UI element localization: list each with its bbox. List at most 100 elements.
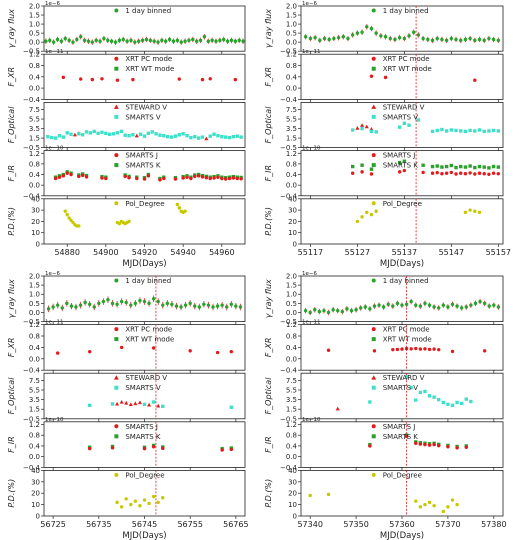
y-axis-label: P.D.(%) <box>7 479 16 508</box>
y-tick-label: 10 <box>288 501 297 509</box>
data-point <box>459 401 464 406</box>
data-point <box>432 305 436 309</box>
data-point <box>127 219 131 224</box>
legend-marker <box>371 385 376 390</box>
chart-3: −0.50.00.51.01.52.0 1e−6γ_ray flux 1 day b… <box>7 271 249 540</box>
exponent-label: 1e−11 <box>45 49 64 55</box>
data-point <box>124 300 128 305</box>
data-point <box>138 298 142 303</box>
data-point <box>432 504 436 508</box>
data-point <box>355 219 360 224</box>
data-point <box>117 221 122 226</box>
data-point <box>446 505 450 509</box>
y-tick-label: 5.5 <box>29 387 40 395</box>
y-tick-label: 1.0 <box>29 291 40 299</box>
y-tick-label: 10 <box>288 229 297 237</box>
y-tick-label: 1.2 <box>286 321 297 329</box>
data-point <box>55 37 60 42</box>
data-point <box>326 310 331 315</box>
data-point <box>82 38 87 43</box>
data-point <box>147 501 151 506</box>
data-point <box>435 36 439 41</box>
data-point <box>322 36 327 41</box>
data-point <box>216 175 220 179</box>
data-point <box>229 38 234 43</box>
data-point <box>418 304 423 308</box>
data-point <box>175 38 180 43</box>
y-tick-label: −0.5 <box>280 144 297 152</box>
series-1 <box>56 345 233 355</box>
data-point <box>202 35 207 39</box>
data-point <box>46 134 50 139</box>
data-point <box>455 446 459 450</box>
y-tick-label: 0.8 <box>286 160 297 168</box>
y-tick-label: 3.5 <box>286 396 297 404</box>
data-point <box>115 131 120 135</box>
exponent-label: 1e−10 <box>302 146 321 152</box>
legend-marker <box>371 424 376 429</box>
data-point <box>473 172 477 176</box>
legend-label: STEWARD V <box>383 103 425 111</box>
data-point <box>487 304 491 308</box>
data-point <box>183 303 188 307</box>
data-point <box>72 132 77 137</box>
data-point <box>96 131 100 136</box>
data-point <box>335 406 340 411</box>
y-tick-label: 1.2 <box>29 421 40 429</box>
legend-marker <box>114 472 119 477</box>
y-tick-label: 1.2 <box>29 321 40 329</box>
data-point <box>446 402 450 407</box>
legend-label: 1 day binned <box>125 7 171 15</box>
data-point <box>482 38 486 43</box>
data-point <box>437 397 441 402</box>
panel-4: −0.4 0.0 0.4 0.8 1.2 1e−10 F_IR SMARTS J SMARTS … <box>7 146 246 200</box>
data-point <box>496 305 501 309</box>
data-point <box>161 303 165 307</box>
legend-label: SMARTS J <box>383 152 416 160</box>
data-point <box>469 399 473 404</box>
data-point <box>354 308 358 312</box>
data-point <box>51 305 55 309</box>
data-point <box>171 39 176 43</box>
y-axis-label: F_Optical <box>264 106 273 144</box>
series-1 <box>303 298 501 316</box>
data-point <box>161 446 165 451</box>
data-point <box>227 176 232 181</box>
data-point <box>464 305 468 309</box>
panel-3: −0.51.5 3.55.5 7.5 F_Optical STEWARD V SMARTS… <box>7 372 246 423</box>
data-point <box>177 77 181 81</box>
legend-label: STEWARD V <box>125 374 167 382</box>
data-point <box>404 346 409 351</box>
data-point <box>468 164 472 168</box>
data-point <box>421 170 425 175</box>
data-point <box>119 399 124 404</box>
legend-marker <box>114 114 119 119</box>
data-point <box>459 38 463 43</box>
data-point <box>71 40 75 44</box>
data-point <box>161 404 165 409</box>
data-point <box>409 299 413 304</box>
data-point <box>129 38 133 43</box>
data-point <box>393 37 397 42</box>
data-point <box>74 305 78 309</box>
data-point <box>374 130 378 134</box>
data-point <box>67 216 71 220</box>
data-point <box>185 134 189 138</box>
data-point <box>158 133 162 137</box>
data-point <box>441 303 446 307</box>
data-point <box>473 301 478 306</box>
data-point <box>151 297 156 301</box>
data-point <box>444 164 449 169</box>
series-2 <box>368 375 473 408</box>
data-point <box>193 304 197 308</box>
data-point <box>391 304 395 308</box>
data-point <box>110 402 115 406</box>
x-tick-label: 57360 <box>389 520 414 529</box>
data-point <box>416 118 421 122</box>
data-point <box>444 129 449 133</box>
data-point <box>350 128 355 132</box>
data-point <box>94 38 98 43</box>
y-tick-label: 0.0 <box>29 39 40 47</box>
x-tick-label: 56745 <box>132 520 157 529</box>
data-point <box>239 135 243 139</box>
